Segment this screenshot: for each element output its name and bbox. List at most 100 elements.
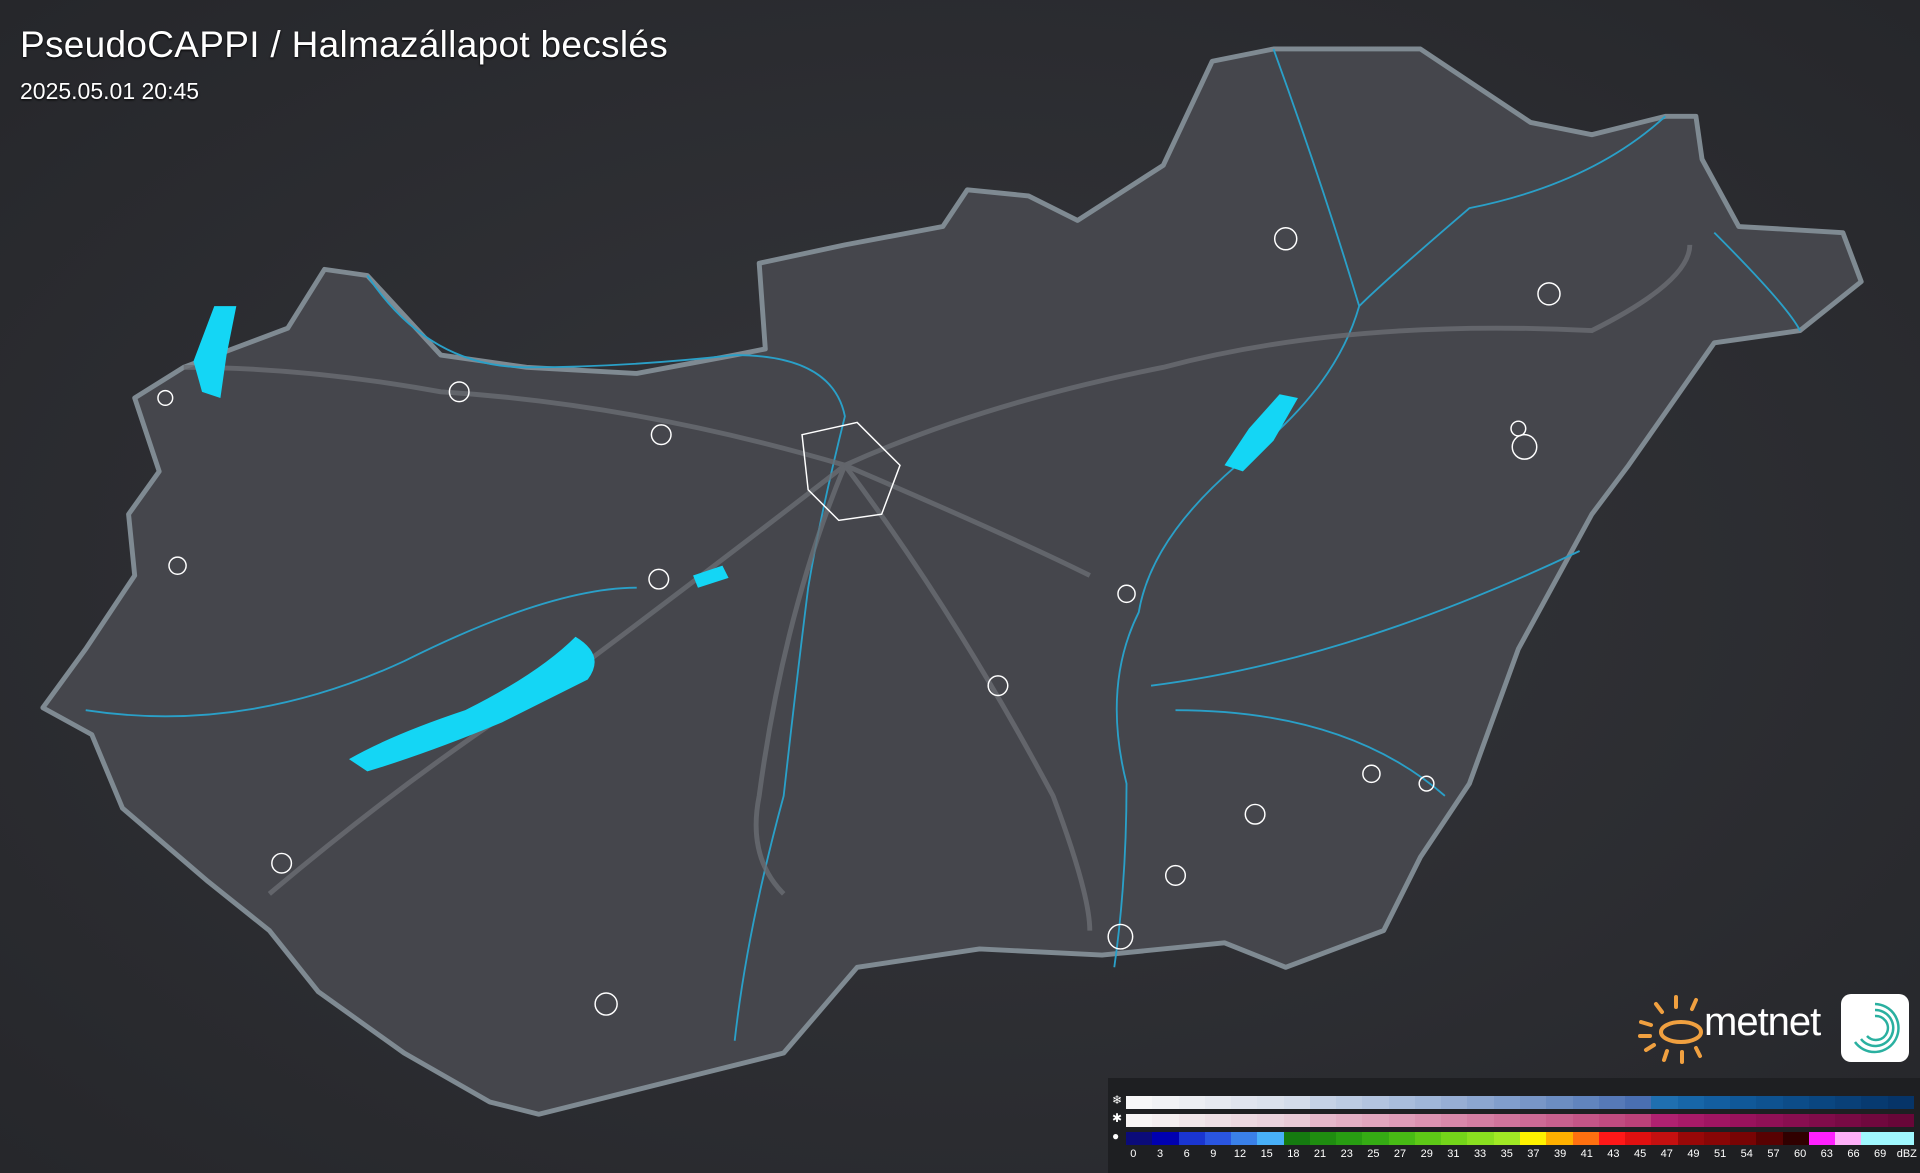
legend-swatch	[1861, 1132, 1888, 1145]
legend-swatch	[1756, 1132, 1783, 1145]
map-title: PseudoCAPPI / Halmazállapot becslés	[20, 24, 669, 65]
legend-swatch	[1887, 1096, 1914, 1109]
legend-label: 23	[1340, 1148, 1353, 1160]
legend-swatch	[1835, 1132, 1862, 1145]
legend-swatch	[1703, 1114, 1731, 1127]
legend-label: 45	[1633, 1148, 1647, 1160]
legend-swatch	[1231, 1114, 1258, 1127]
legend-swatch	[1257, 1114, 1284, 1127]
legend-label: 41	[1580, 1148, 1593, 1160]
swirl-icon	[1853, 1002, 1900, 1054]
legend-label: 54	[1740, 1148, 1753, 1160]
legend-swatch	[1414, 1114, 1442, 1127]
legend-label: 49	[1687, 1148, 1700, 1160]
legend-label: 35	[1500, 1148, 1513, 1160]
legend-swatch	[1309, 1114, 1337, 1127]
metnet-logo[interactable]: metnet	[1636, 994, 1909, 1064]
legend-swatch	[1835, 1096, 1862, 1109]
legend-swatch	[1283, 1132, 1310, 1145]
legend-swatch	[1362, 1132, 1389, 1145]
lakes	[193, 306, 1298, 772]
legend-label: dBZ	[1896, 1148, 1917, 1160]
legend-swatch	[1546, 1132, 1573, 1145]
rivers	[85, 48, 1801, 1041]
legend-swatch	[1861, 1114, 1888, 1127]
legend-swatch	[1152, 1096, 1179, 1109]
legend-swatch	[1126, 1114, 1153, 1127]
legend-label: 15	[1260, 1148, 1273, 1160]
legend-swatch	[1808, 1114, 1836, 1127]
legend-swatch	[1730, 1114, 1757, 1127]
legend-swatch	[1572, 1132, 1599, 1145]
legend-swatch	[1756, 1096, 1783, 1109]
snowflake-icon: ❄	[1112, 1093, 1123, 1107]
legend-swatch	[1441, 1132, 1468, 1145]
legend-swatch	[1493, 1096, 1520, 1109]
legend-swatch	[1467, 1114, 1494, 1127]
legend-swatch	[1204, 1114, 1232, 1127]
legend-swatch	[1703, 1132, 1731, 1145]
legend-swatch	[1651, 1114, 1678, 1127]
legend-label: 3	[1156, 1148, 1164, 1160]
legend-swatch	[1336, 1114, 1363, 1127]
legend-label: 9	[1210, 1148, 1217, 1160]
legend-swatch	[1598, 1114, 1626, 1127]
legend-swatch	[1336, 1132, 1363, 1145]
legend-swatch	[1782, 1096, 1809, 1109]
legend-swatch	[1861, 1096, 1888, 1109]
lake-velence	[693, 565, 729, 588]
legend-swatch	[1467, 1096, 1494, 1109]
legend-swatch	[1625, 1096, 1652, 1109]
legend-swatch	[1782, 1132, 1809, 1145]
legend-swatch	[1414, 1132, 1442, 1145]
legend-swatch	[1257, 1096, 1284, 1109]
legend-label: 18	[1287, 1148, 1300, 1160]
legend-swatch	[1598, 1132, 1626, 1145]
app-icon	[1841, 994, 1909, 1062]
legend-swatch	[1126, 1132, 1153, 1145]
dbz-legend: ❄ ✱ ● 0 3 6 9 12 15 18 21 23 25 27 29 31 33 35 37 39 41 43…	[1108, 1078, 1920, 1173]
sleet-icon: ✱	[1112, 1111, 1123, 1125]
legend-swatch	[1546, 1096, 1573, 1109]
legend-label: 29	[1420, 1148, 1433, 1160]
legend-swatch	[1152, 1114, 1179, 1127]
legend-swatch	[1178, 1096, 1205, 1109]
legend-label: 31	[1447, 1148, 1460, 1160]
legend-swatch	[1887, 1114, 1914, 1127]
legend-swatch	[1808, 1096, 1836, 1109]
legend-swatch	[1362, 1114, 1389, 1127]
legend-label: 51	[1713, 1148, 1727, 1160]
legend-swatch	[1730, 1096, 1757, 1109]
legend-label: 25	[1367, 1148, 1380, 1160]
legend-label: 43	[1607, 1148, 1620, 1160]
legend-swatch	[1362, 1096, 1389, 1109]
legend-swatch	[1178, 1132, 1205, 1145]
legend-swatch	[1625, 1132, 1652, 1145]
legend-swatch	[1651, 1096, 1678, 1109]
legend-swatch	[1730, 1132, 1757, 1145]
legend-swatch	[1519, 1114, 1547, 1127]
legend-label: 27	[1393, 1148, 1407, 1160]
raindrop-icon: ●	[1112, 1129, 1120, 1143]
legend-label: 0	[1130, 1148, 1137, 1160]
legend-label: 21	[1313, 1148, 1327, 1160]
legend-swatch	[1572, 1114, 1599, 1127]
legend-swatch	[1493, 1114, 1520, 1127]
legend-swatch	[1677, 1132, 1704, 1145]
brand-name: metnet	[1704, 1000, 1821, 1044]
hungary-outline	[40, 46, 1864, 1117]
legend-label: 63	[1820, 1148, 1833, 1160]
legend-swatch	[1835, 1114, 1862, 1127]
legend-swatch	[1231, 1132, 1258, 1145]
legend-label: 37	[1527, 1148, 1540, 1160]
legend-label: 57	[1767, 1148, 1780, 1160]
legend-swatch	[1283, 1114, 1310, 1127]
legend-swatch	[1782, 1114, 1809, 1127]
legend-label: 12	[1233, 1148, 1247, 1160]
legend-swatch	[1231, 1096, 1258, 1109]
lake-ferto	[193, 306, 237, 398]
legend-swatch	[1441, 1096, 1468, 1109]
legend-label: 66	[1847, 1148, 1860, 1160]
legend-labels: 0 3 6 9 12 15 18 21 23 25 27 29 31 33 35 37 39 41 43 45 47 49…	[1120, 1148, 1920, 1164]
